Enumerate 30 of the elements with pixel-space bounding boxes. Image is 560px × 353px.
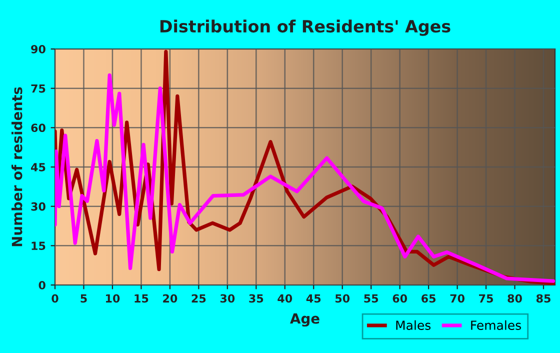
- x-tick-label: 85: [536, 294, 550, 303]
- x-tick-label: 55: [364, 294, 378, 303]
- x-tick-label: 70: [450, 294, 464, 303]
- x-tick-label: 75: [479, 294, 493, 303]
- x-tick-label: 0: [52, 294, 58, 303]
- y-tick-label: 75: [31, 84, 46, 93]
- x-tick-label: 35: [249, 294, 264, 303]
- x-tick-label: 60: [392, 294, 408, 303]
- y-tick-label: 90: [31, 44, 46, 54]
- x-tick-label: 65: [422, 294, 436, 303]
- x-tick-label: 45: [306, 294, 321, 303]
- x-tick-label: 15: [134, 294, 148, 303]
- y-tick-label: 60: [31, 124, 46, 132]
- y-tick-label: 0: [38, 280, 46, 290]
- y-tick-label: 45: [31, 163, 46, 172]
- x-tick-label: 10: [106, 294, 120, 303]
- x-tick-label: 80: [508, 294, 522, 303]
- chart-title: Distribution of Residents' Ages: [160, 20, 450, 36]
- y-tick-label: 30: [31, 202, 46, 211]
- legend-label: Males: [396, 320, 431, 330]
- y-axis-title: Number of residents: [12, 87, 22, 246]
- legend-label: Females: [471, 320, 522, 330]
- x-tick-label: 30: [220, 294, 235, 303]
- x-tick-label: 20: [163, 294, 178, 303]
- x-axis-title: Age: [290, 313, 320, 327]
- x-tick-label: 25: [192, 294, 206, 303]
- x-tick-label: 5: [80, 294, 87, 303]
- x-tick-label: 40: [278, 294, 292, 303]
- y-tick-label: 15: [32, 242, 46, 250]
- x-tick-label: 50: [335, 294, 350, 303]
